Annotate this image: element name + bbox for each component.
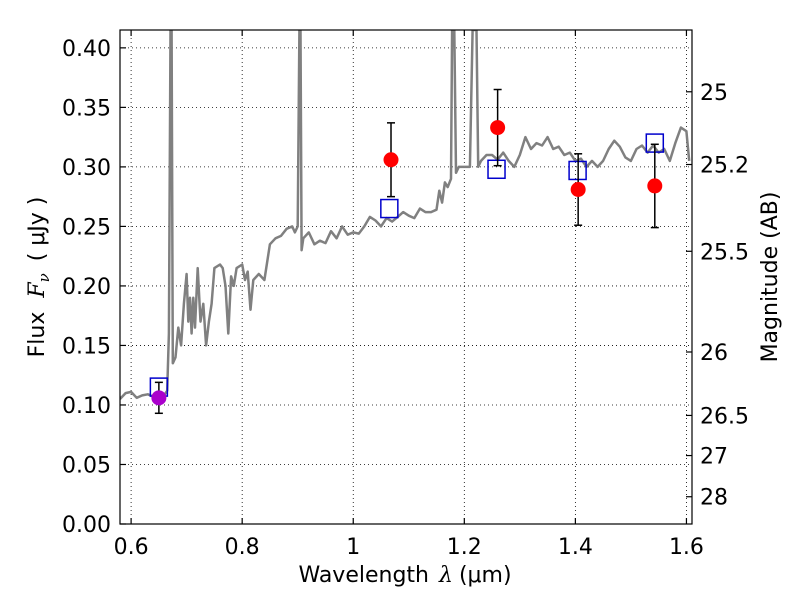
observed-point xyxy=(647,178,663,194)
right-tick-label: 25.2 xyxy=(700,154,749,179)
right-tick-label: 26 xyxy=(700,341,728,366)
y-tick-label: 0.15 xyxy=(62,334,111,359)
x-tick-label: 1.4 xyxy=(558,535,593,560)
observed-point xyxy=(570,182,586,198)
model-spectrum xyxy=(120,30,691,401)
y-tick-label: 0.10 xyxy=(62,394,111,419)
data-points xyxy=(149,88,665,415)
x-tick-label: 0.6 xyxy=(114,535,149,560)
y-tick-label: 0.05 xyxy=(62,453,111,478)
y-tick-label: 0.00 xyxy=(62,513,111,538)
right-tick-label: 27 xyxy=(700,445,728,470)
x-tick-label: 1.6 xyxy=(669,535,704,560)
plot-frame xyxy=(119,29,693,525)
right-tick-label: 25 xyxy=(700,81,728,106)
model-point xyxy=(487,159,506,180)
y-axis-label: FluxFν( μJy ) xyxy=(25,197,53,358)
spectrum-line xyxy=(120,30,691,401)
y-tick-label: 0.20 xyxy=(62,275,111,300)
x-tick-label: 1.2 xyxy=(447,535,482,560)
model-point xyxy=(380,198,399,219)
y-tick-label: 0.30 xyxy=(62,156,111,181)
observed-point xyxy=(383,152,399,168)
y-tick-label: 0.35 xyxy=(62,96,111,121)
x-tick-label: 1 xyxy=(346,535,360,560)
right-tick-label: 28 xyxy=(700,486,728,511)
x-axis-label: Wavelength λ (μm) xyxy=(298,563,511,588)
y-tick-label: 0.25 xyxy=(62,215,111,240)
right-tick-label: 25.5 xyxy=(700,240,749,265)
ticks xyxy=(120,30,692,525)
right-tick-label: 26.5 xyxy=(700,404,749,429)
observed-point xyxy=(151,390,167,406)
tick-labels: 0.6 0.8 1 1.2 1.4 1.6 0.00 0.05 0.10 0.15 0.20 0.25… xyxy=(62,37,749,560)
right-axis-label: Magnitude (AB) xyxy=(758,192,783,363)
y-tick-label: 0.40 xyxy=(62,37,111,62)
x-tick-label: 0.8 xyxy=(225,535,260,560)
observed-point xyxy=(490,120,506,136)
